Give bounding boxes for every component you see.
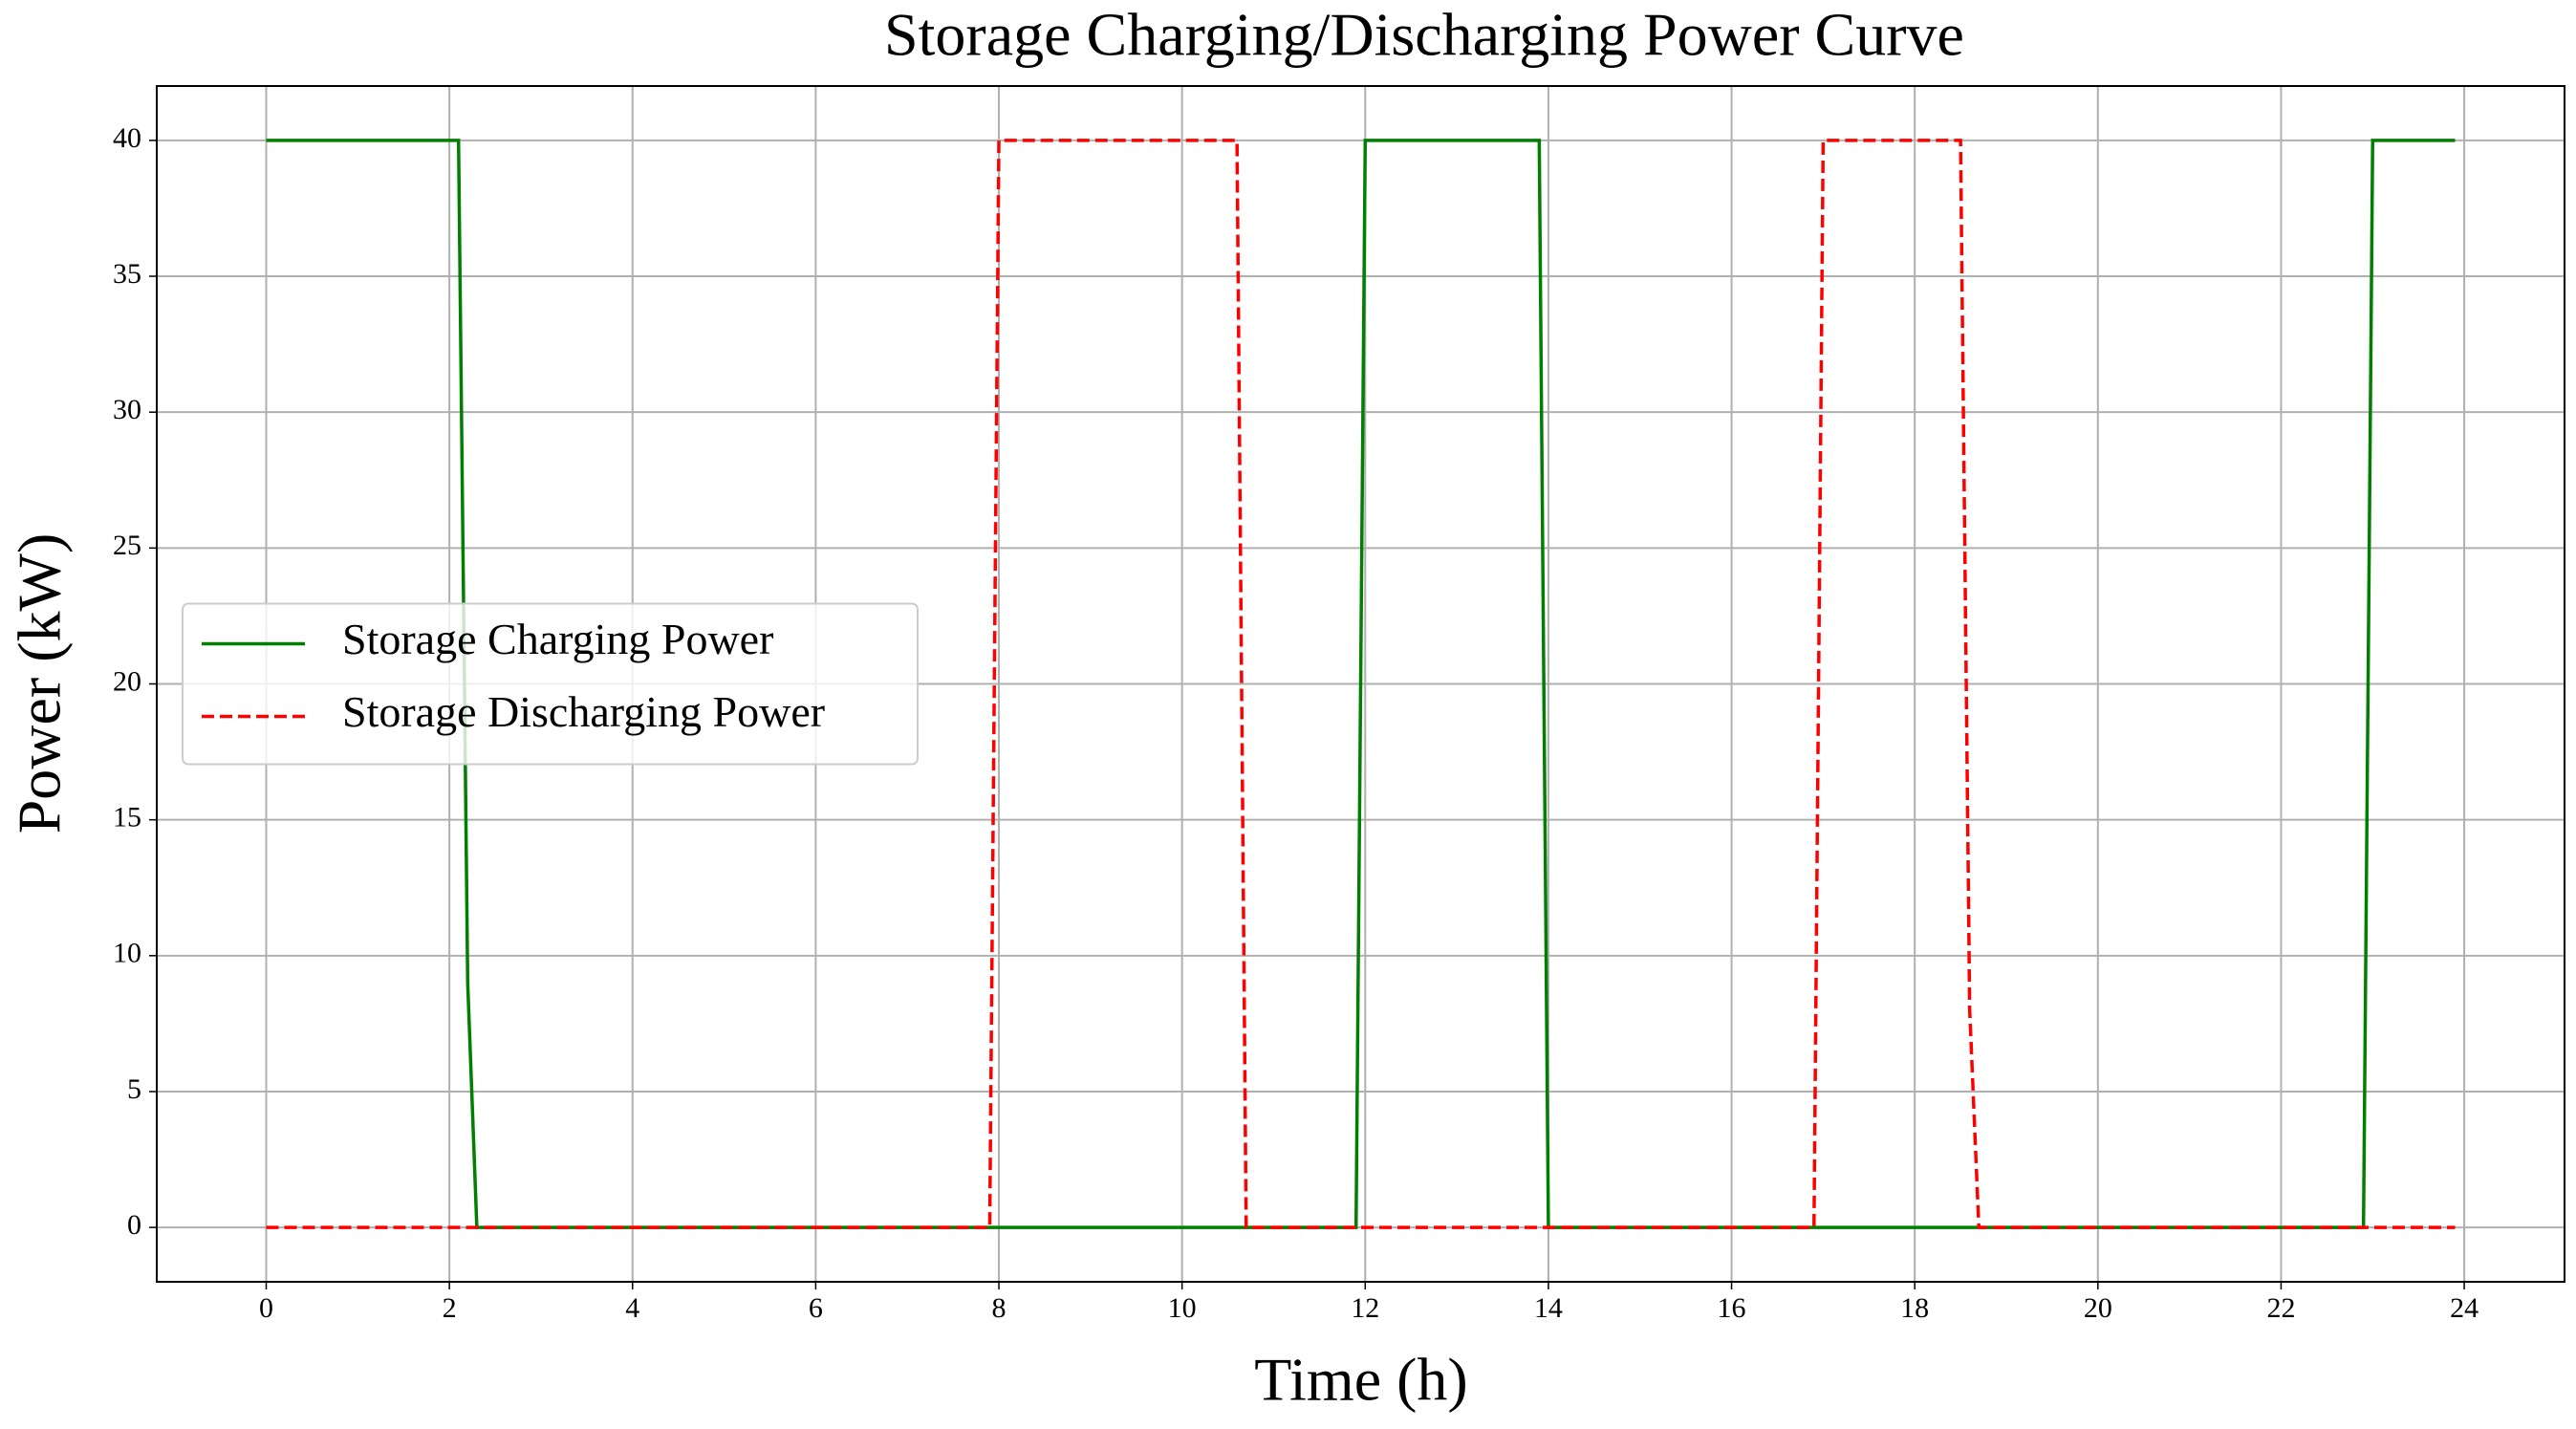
x-tick-label: 6 (809, 1292, 823, 1324)
y-tick-label: 20 (113, 665, 141, 697)
x-tick-label: 0 (259, 1292, 273, 1324)
chart-title: Storage Charging/Discharging Power Curve (884, 1, 1964, 69)
x-tick-label: 10 (1168, 1292, 1197, 1324)
x-axis-label: Time (h) (1254, 1346, 1467, 1414)
y-tick-label: 5 (127, 1073, 141, 1105)
y-axis-label: Power (kW) (6, 533, 74, 834)
x-tick-label: 18 (1900, 1292, 1929, 1324)
y-tick-label: 15 (113, 802, 141, 834)
x-tick-label: 4 (625, 1292, 639, 1324)
x-tick-label: 14 (1534, 1292, 1563, 1324)
x-tick-label: 22 (2266, 1292, 2295, 1324)
y-tick-label: 35 (113, 258, 141, 290)
x-tick-label: 12 (1351, 1292, 1379, 1324)
y-tick-label: 40 (113, 122, 141, 154)
plot-frame (156, 85, 2565, 1283)
x-tick-label: 20 (2084, 1292, 2112, 1324)
data-line (266, 139, 2456, 1229)
y-tick-label: 10 (113, 938, 141, 969)
y-tick-label: 30 (113, 394, 141, 425)
y-tick-label: 0 (127, 1209, 141, 1241)
legend-label: Storage Charging Power (342, 615, 773, 663)
x-tick-label: 16 (1718, 1292, 1746, 1324)
legend-box (182, 602, 919, 766)
x-tick-label: 8 (992, 1292, 1007, 1324)
legend: Storage Charging Power Storage Dischargin… (182, 602, 919, 766)
y-tick-label: 25 (113, 530, 141, 561)
x-tick-label: 24 (2450, 1292, 2479, 1324)
legend-label: Storage Discharging Power (342, 687, 825, 736)
x-tick-label: 2 (443, 1292, 457, 1324)
